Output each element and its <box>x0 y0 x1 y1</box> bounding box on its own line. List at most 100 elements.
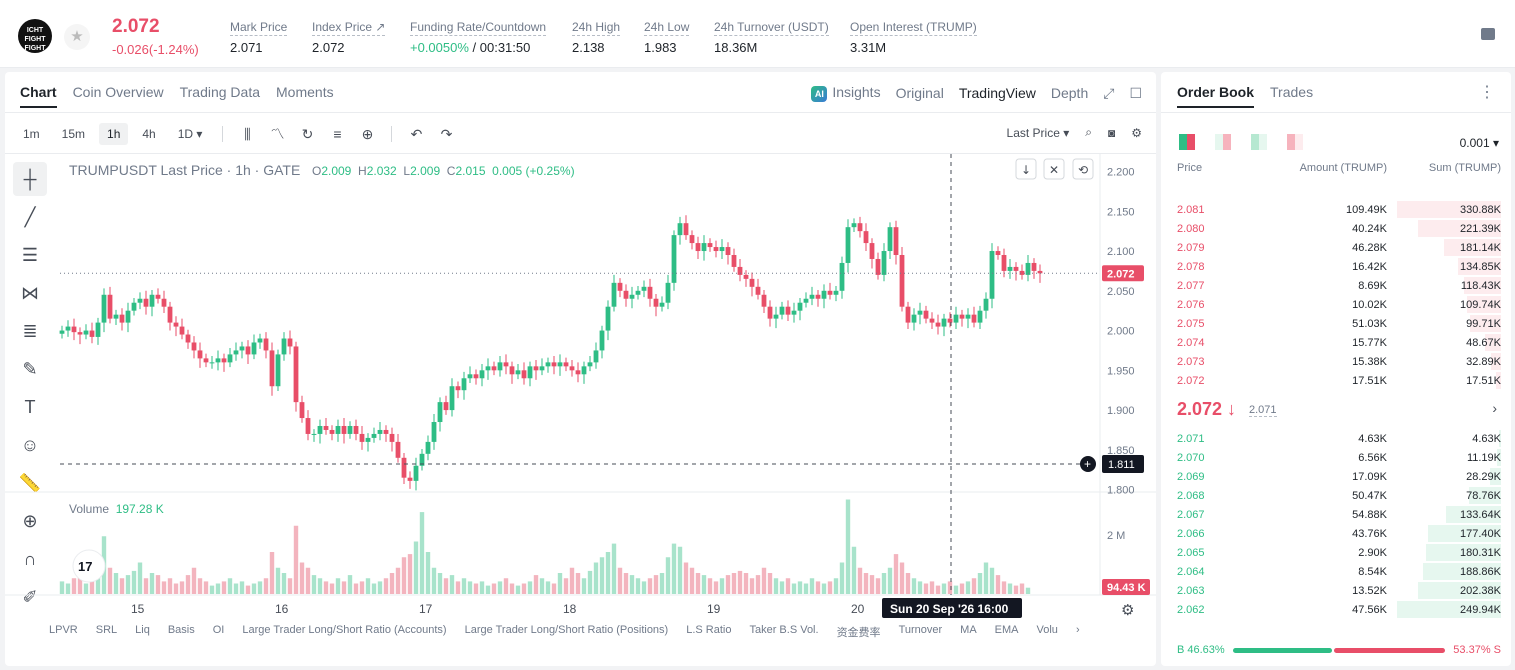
bids-row[interactable]: 2.064 8.54K 188.86K <box>1161 562 1511 581</box>
more-menu-icon[interactable]: ⋮ <box>1479 84 1495 101</box>
tab-moments[interactable]: Moments <box>276 84 334 100</box>
price-type-select[interactable]: Last Price ▾ <box>1006 125 1070 140</box>
bids-row[interactable]: 2.069 17.09K 28.29K <box>1161 467 1511 486</box>
tradingview-tab[interactable]: TradingView <box>958 85 1036 101</box>
fib-icon[interactable]: ≣ <box>22 321 38 341</box>
indicator-11[interactable]: MA <box>960 624 977 636</box>
indicator-14[interactable]: › <box>1075 624 1080 636</box>
pattern-icon[interactable]: ⋈ <box>21 283 39 303</box>
tab-trades[interactable]: Trades <box>1270 84 1314 100</box>
indicator-13[interactable]: Volu <box>1036 624 1058 636</box>
ask-view-icon[interactable] <box>1215 134 1231 150</box>
indicator-0[interactable]: LPVR <box>49 624 78 636</box>
undo-icon[interactable]: ↶ <box>410 125 423 142</box>
bids-row[interactable]: 2.067 54.88K 133.64K <box>1161 505 1511 524</box>
candle-body <box>353 425 359 434</box>
replay-icon[interactable]: ↻ <box>301 125 314 142</box>
indicator-5[interactable]: Large Trader Long/Short Ratio (Accounts) <box>242 624 447 636</box>
add-icon[interactable]: ⊕ <box>361 125 374 142</box>
expand-icon[interactable]: ⤢ <box>1103 84 1115 101</box>
bids-row[interactable]: 2.063 13.52K 202.38K <box>1161 581 1511 600</box>
indicator-12[interactable]: EMA <box>994 624 1019 636</box>
redo-icon[interactable]: ↷ <box>440 125 453 142</box>
bids-row[interactable]: 2.062 47.56K 249.94K <box>1161 600 1511 619</box>
timeframe-2[interactable]: 1h <box>99 123 129 145</box>
indicator-3[interactable]: Basis <box>167 624 195 636</box>
trendline-icon[interactable]: ╱ <box>24 207 36 227</box>
magnet-icon[interactable]: ∩ <box>23 549 37 569</box>
asks-row[interactable]: 2.081 109.49K 330.88K <box>1161 200 1511 219</box>
indicator-4[interactable]: OI <box>212 624 225 636</box>
horizontal-lines-icon[interactable]: ☰ <box>21 245 39 265</box>
indicator-7[interactable]: L.S Ratio <box>686 624 732 636</box>
volume-last-tag <box>1102 579 1150 595</box>
timeframe-1[interactable]: 15m <box>61 127 86 141</box>
asks-row[interactable]: 2.072 17.51K 17.51K <box>1161 371 1511 390</box>
indicator-6[interactable]: Large Trader Long/Short Ratio (Positions… <box>464 624 669 636</box>
volume-bar <box>479 581 485 594</box>
indicator-10[interactable]: Turnover <box>898 624 943 636</box>
bids-row[interactable]: 2.071 4.63K 4.63K <box>1161 429 1511 448</box>
favorite-star-icon[interactable]: ★ <box>64 24 90 50</box>
compact-view-icon[interactable] <box>1287 134 1303 150</box>
y-tick-label: 1.900 <box>1107 405 1135 417</box>
zoom-in-icon[interactable]: ⊕ <box>22 511 38 531</box>
chevron-right-icon[interactable]: › <box>1492 400 1497 416</box>
gear-icon[interactable]: ⚙ <box>1131 125 1142 140</box>
asks-row[interactable]: 2.078 16.42K 134.85K <box>1161 257 1511 276</box>
original-tab[interactable]: Original <box>895 85 944 101</box>
candle-body <box>119 314 125 323</box>
candle-body <box>623 290 629 299</box>
tab-chart[interactable]: Chart <box>20 84 57 108</box>
indicator-2[interactable]: Liq <box>135 624 150 636</box>
indicators-icon[interactable]: 〽 <box>270 126 285 142</box>
asks-row[interactable]: 2.077 8.69K 118.43K <box>1161 276 1511 295</box>
bids-row[interactable]: 2.065 2.90K 180.31K <box>1161 543 1511 562</box>
indicator-8[interactable]: Taker B.S Vol. <box>749 624 819 636</box>
bids-row[interactable]: 2.068 50.47K 78.76K <box>1161 486 1511 505</box>
timeframe-3[interactable]: 4h <box>142 127 156 141</box>
timeframe-0[interactable]: 1m <box>23 127 40 141</box>
indicator-9[interactable]: 资金费率 <box>836 627 881 639</box>
emoji-icon[interactable]: ☺ <box>20 435 40 455</box>
candle-body <box>371 433 377 438</box>
candle-body <box>263 338 269 351</box>
window-icon[interactable]: ☐ <box>1129 84 1142 101</box>
candle-body <box>245 346 251 355</box>
bids-row[interactable]: 2.066 43.76K 177.40K <box>1161 524 1511 543</box>
templates-icon[interactable]: ≡ <box>333 126 342 142</box>
tab-coin-overview[interactable]: Coin Overview <box>72 84 164 100</box>
ruler-icon[interactable]: 📏 <box>18 473 42 493</box>
candles-icon[interactable]: ⫼ <box>244 125 251 142</box>
tab-trading-data[interactable]: Trading Data <box>179 84 261 100</box>
precision-select[interactable]: 0.001 ▾ <box>1459 136 1499 150</box>
book-icon[interactable] <box>1481 28 1495 40</box>
crosshair-icon[interactable]: ┼ <box>13 162 47 196</box>
indicator-1[interactable]: SRL <box>95 624 118 636</box>
asks-row[interactable]: 2.075 51.03K 99.71K <box>1161 314 1511 333</box>
timeframe-4[interactable]: 1D ▾ <box>177 127 203 141</box>
asks-row[interactable]: 2.076 10.02K 109.74K <box>1161 295 1511 314</box>
volume-bar <box>827 581 833 594</box>
depth-tab[interactable]: Depth <box>1050 85 1089 101</box>
bid-view-icon[interactable] <box>1251 134 1267 150</box>
volume-bar <box>1007 583 1013 594</box>
asks-row[interactable]: 2.074 15.77K 48.67K <box>1161 333 1511 352</box>
search-icon[interactable]: ⌕ <box>1085 125 1092 139</box>
brush-icon[interactable]: ✎ <box>22 359 38 379</box>
camera-icon[interactable]: ◙ <box>1107 125 1116 140</box>
candle-body <box>59 330 65 334</box>
tab-order-book[interactable]: Order Book <box>1177 84 1255 108</box>
candlestick-chart[interactable]: 2.200 2.150 2.100 2.050 2.000 1.950 1.900 1.850… <box>5 72 1156 666</box>
bids-row[interactable]: 2.070 6.56K 11.19K <box>1161 448 1511 467</box>
text-icon[interactable]: T <box>24 397 36 417</box>
volume-bar <box>755 575 761 594</box>
asks-row[interactable]: 2.080 40.24K 221.39K <box>1161 219 1511 238</box>
candle-body <box>425 441 431 454</box>
candle-body <box>1019 270 1025 275</box>
asks-row[interactable]: 2.079 46.28K 181.14K <box>1161 238 1511 257</box>
insights-tab[interactable]: AI Insights <box>811 84 881 102</box>
lock-pencil-icon[interactable]: ✐ <box>22 587 38 607</box>
both-view-icon[interactable] <box>1179 134 1195 150</box>
asks-row[interactable]: 2.073 15.38K 32.89K <box>1161 352 1511 371</box>
